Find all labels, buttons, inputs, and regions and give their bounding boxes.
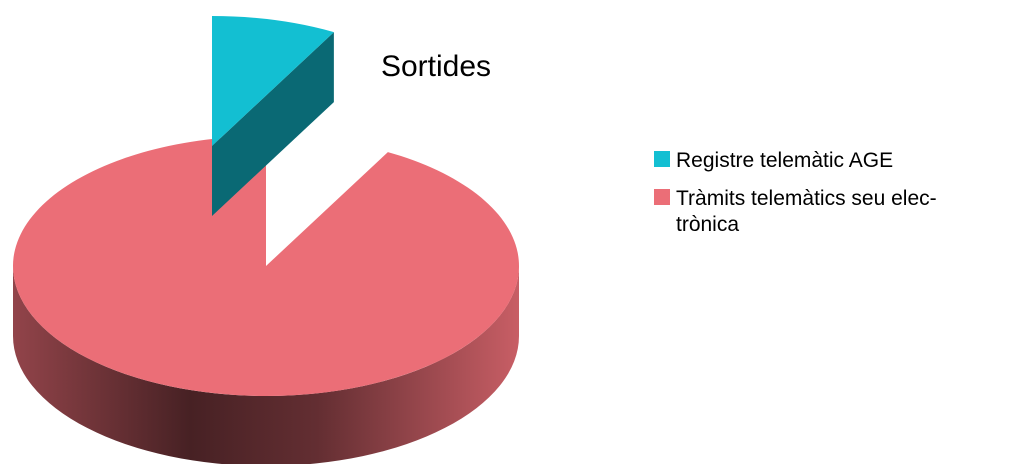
slice-tr-mits-telem-tics-seu-electr-nica [12,136,519,397]
slice-cut-face-registre-telem-tic-age [212,32,334,216]
legend-label: trònica [676,213,739,236]
legend: Registre telemàtic AGE Tràmits telemàtics… [654,149,937,236]
chart-title: Sortides [381,50,491,83]
slice-registre-telem-tic-age [212,16,334,146]
legend-swatch [654,151,670,167]
slice-side-tr-mits-telem-tics-seu-electr-nica [13,266,519,464]
legend-swatch [654,189,670,205]
legend-label: Tràmits telemàtics seu elec- [676,187,937,210]
legend-label: Registre telemàtic AGE [676,149,893,172]
pie-plot-area [12,16,519,464]
